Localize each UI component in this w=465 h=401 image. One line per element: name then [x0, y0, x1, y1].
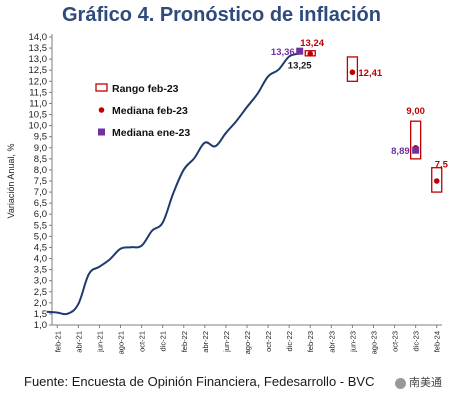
- axes: 1,01,52,02,53,03,54,04,55,05,56,06,57,07…: [6, 32, 442, 354]
- y-tick-label: 7,5: [34, 176, 47, 187]
- y-tick-label: 4,0: [34, 254, 47, 265]
- median-ene23-point: [412, 146, 420, 154]
- legend-median-feb-swatch: [98, 107, 105, 113]
- x-tick-label: abr-22: [201, 331, 210, 353]
- y-tick-label: 5,0: [34, 231, 47, 242]
- range-box: [346, 56, 359, 82]
- y-tick-label: 6,0: [34, 209, 47, 220]
- x-tick-label: feb-24: [433, 331, 442, 352]
- legend-median-ene-swatch: [98, 128, 105, 136]
- y-tick-label: 5,5: [34, 220, 47, 231]
- data-label-ene23-jan: 13,36: [271, 47, 295, 58]
- x-tick-label: oct-23: [391, 331, 400, 352]
- data-label-feb23-jun: 12,41: [358, 68, 382, 79]
- x-tick-label: jun-22: [222, 331, 231, 353]
- range-box: [431, 167, 443, 193]
- y-tick-label: 14,0: [29, 32, 48, 43]
- x-tick-label: dic-22: [285, 331, 294, 351]
- x-tick-label: ago-23: [369, 331, 378, 354]
- y-tick-label: 10,0: [29, 121, 48, 132]
- x-tick-label: abr-21: [74, 331, 83, 353]
- y-tick-label: 9,0: [34, 143, 47, 154]
- x-tick-label: feb-23: [306, 331, 315, 352]
- x-tick-label: dic-21: [159, 331, 168, 351]
- median-feb23-point: [349, 69, 356, 76]
- data-label-feb23-feb24: 7,5: [435, 159, 449, 170]
- chart-title: Gráfico 4. Pronóstico de inflación: [62, 4, 381, 26]
- y-tick-label: 8,5: [34, 154, 47, 165]
- watermark-logo-icon: [395, 377, 406, 389]
- data-label-feb23-dec: 9,00: [406, 106, 425, 117]
- x-tick-label: jun-21: [95, 331, 104, 353]
- x-tick-label: abr-23: [327, 331, 336, 353]
- x-tick-label: dic-23: [412, 331, 421, 351]
- watermark: 南美通: [392, 373, 445, 391]
- y-tick-label: 1,5: [34, 309, 47, 320]
- x-tick-label: feb-21: [53, 331, 62, 352]
- y-tick-label: 8,0: [34, 165, 47, 176]
- median-ene23-point: [296, 47, 304, 55]
- y-tick-label: 3,0: [34, 276, 47, 287]
- x-tick-label: feb-22: [180, 331, 189, 352]
- median-feb23-point: [307, 51, 314, 57]
- y-tick-label: 11,5: [29, 87, 47, 98]
- data-label-ene23-dec: 8,89: [391, 146, 410, 157]
- range-box: [409, 120, 422, 160]
- y-tick-label: 2,0: [34, 298, 47, 309]
- y-tick-label: 13,0: [29, 54, 48, 65]
- median-feb23-point: [433, 178, 440, 184]
- y-tick-label: 1,0: [34, 320, 47, 331]
- watermark-text: 南美通: [409, 376, 442, 389]
- x-tick-label: jun-23: [348, 331, 357, 353]
- y-tick-label: 7,0: [34, 187, 47, 198]
- legend: Rango feb-23 Mediana feb-23 Mediana ene-23: [95, 83, 190, 139]
- y-tick-label: 9,5: [34, 132, 47, 143]
- x-tick-label: ago-22: [243, 331, 252, 354]
- legend-label: Mediana feb-23: [112, 105, 188, 117]
- source-note: Fuente: Encuesta de Opinión Financiera, …: [24, 374, 375, 389]
- y-tick-label: 13,5: [29, 43, 48, 54]
- legend-range-swatch: [95, 83, 108, 92]
- y-tick-label: 3,5: [34, 265, 47, 276]
- data-label-feb23-feb: 13,24: [300, 38, 324, 49]
- legend-label: Rango feb-23: [112, 83, 179, 95]
- x-tick-label: oct-21: [138, 331, 147, 352]
- y-tick-label: 2,5: [34, 287, 47, 298]
- y-tick-label: 11,0: [29, 98, 47, 109]
- y-tick-label: 4,5: [34, 242, 47, 253]
- data-label-last-observed: 13,25: [288, 61, 312, 72]
- x-tick-label: ago-21: [117, 331, 126, 354]
- y-tick-label: 12,5: [29, 65, 48, 76]
- plot-area: 13,36 13,24 13,25 12,41 9,00 8,89 7,5: [46, 38, 449, 316]
- y-tick-label: 6,5: [34, 198, 47, 209]
- legend-label: Mediana ene-23: [112, 127, 190, 139]
- y-tick-label: 10,5: [29, 110, 48, 121]
- y-tick-label: 12,0: [29, 76, 48, 87]
- y-axis-label: Variación Anual, %: [6, 144, 16, 219]
- x-tick-label: oct-22: [264, 331, 273, 352]
- inflation-line: [46, 52, 300, 316]
